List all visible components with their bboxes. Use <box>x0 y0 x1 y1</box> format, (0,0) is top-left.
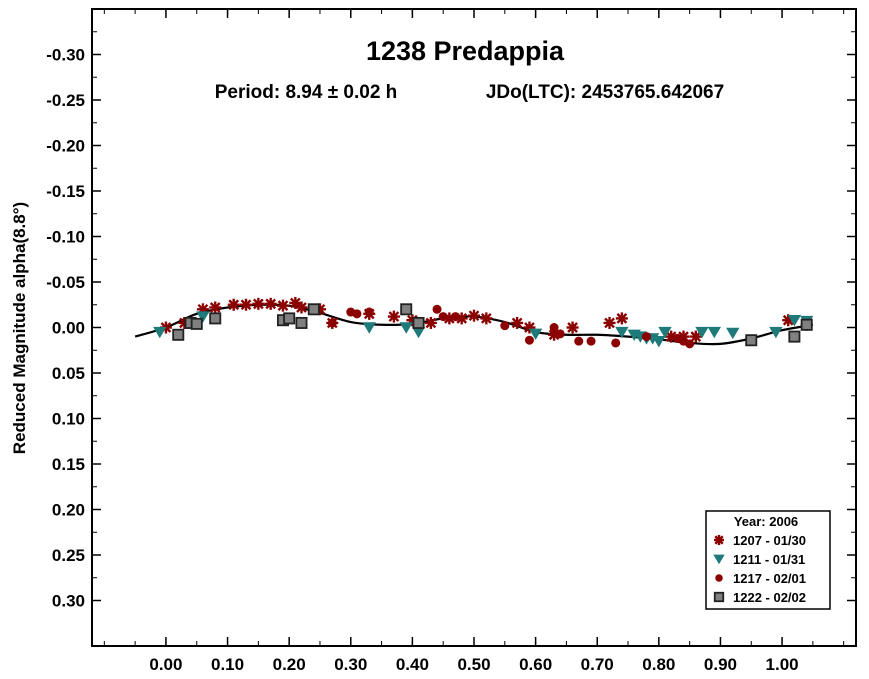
legend-marker-asterisk <box>714 535 724 545</box>
legend-entry-label: 1222 - 02/02 <box>733 590 806 605</box>
data-point-asterisk <box>615 312 628 325</box>
legend-marker-triangle <box>713 554 725 565</box>
legend-entry-label: 1211 - 01/31 <box>733 552 805 567</box>
data-point-triangle <box>196 311 210 323</box>
legend-entry-label: 1207 - 01/30 <box>733 533 806 548</box>
data-point-asterisk <box>295 301 308 314</box>
data-point-circle <box>352 309 362 319</box>
data-point-square <box>745 334 758 347</box>
y-tick-label: 0.25 <box>52 546 85 565</box>
data-point-square <box>412 316 425 329</box>
legend-title: Year: 2006 <box>734 514 798 529</box>
x-tick-label: 0.30 <box>334 655 367 674</box>
data-point-triangle <box>769 326 783 339</box>
data-point-square <box>788 330 801 343</box>
y-tick-label: -0.10 <box>46 228 85 247</box>
data-point-triangle <box>652 335 666 348</box>
data-point-asterisk <box>227 298 240 311</box>
y-tick-label: -0.30 <box>46 46 85 65</box>
y-tick-label: -0.05 <box>46 273 85 292</box>
x-tick-label: 0.40 <box>396 655 429 674</box>
data-point-square <box>172 328 185 341</box>
y-tick-label: -0.25 <box>46 91 85 110</box>
legend-items: 1207 - 01/30 1211 - 01/31 1217 - 02/01 1222… <box>713 533 806 605</box>
data-point-circle <box>586 336 596 346</box>
data-point-triangle <box>695 326 709 339</box>
legend-box <box>705 510 831 610</box>
data-point-square <box>209 312 222 325</box>
x-tick-label: 1.00 <box>766 655 799 674</box>
data-point-triangle <box>787 315 802 327</box>
y-tick-label: 0.15 <box>52 455 85 474</box>
data-point-circle <box>451 312 461 322</box>
data-point-asterisk <box>240 298 253 311</box>
y-tick-label: -0.15 <box>46 182 85 201</box>
data-point-square <box>800 318 813 331</box>
data-point-circle <box>364 307 374 317</box>
data-point-asterisk <box>511 316 524 329</box>
x-tick-label: 0.20 <box>273 655 306 674</box>
data-point-asterisk <box>387 310 400 323</box>
data-point-circle <box>432 304 442 314</box>
data-point-circle <box>438 312 448 322</box>
x-tick-label: 0.00 <box>149 655 182 674</box>
data-point-triangle <box>362 322 376 334</box>
legend-entry-label: 1217 - 02/01 <box>733 571 806 586</box>
data-point-asterisk <box>468 309 480 322</box>
data-point-circle <box>524 335 534 345</box>
data-point-square <box>283 312 296 325</box>
data-point-triangle <box>726 327 740 340</box>
data-point-square <box>190 317 203 330</box>
x-tick-label: 0.50 <box>457 655 490 674</box>
data-point-asterisk <box>566 321 579 334</box>
data-point-square <box>295 316 308 329</box>
chart-title: 1238 Predappia <box>366 36 565 66</box>
y-tick-label: 0.10 <box>52 410 85 429</box>
data-point-asterisk <box>480 312 493 325</box>
data-point-circle <box>555 329 565 339</box>
period-subtitle: Period: 8.94 ± 0.02 h <box>215 82 398 103</box>
legend: Year: 2006 1207 - 01/30 1211 - 01/31 1217 … <box>705 510 831 610</box>
data-point-circle <box>611 338 621 348</box>
y-axis-ticks: -0.30 -0.25 -0.20 -0.15 -0.10 -0.05 0.00 0.05 0.… <box>46 31 856 611</box>
data-point-asterisk <box>252 297 265 310</box>
x-tick-label: 0.60 <box>519 655 552 674</box>
x-tick-label: 0.80 <box>642 655 675 674</box>
data-points <box>153 296 814 349</box>
data-point-triangle <box>399 322 413 334</box>
x-tick-label: 0.70 <box>581 655 614 674</box>
y-tick-label: 0.30 <box>52 592 85 611</box>
data-point-square <box>400 303 413 316</box>
data-point-circle <box>642 332 652 342</box>
data-point-triangle <box>615 326 629 339</box>
legend-marker-circle <box>715 574 723 582</box>
data-point-triangle <box>707 326 721 339</box>
data-point-triangle <box>153 326 167 339</box>
data-point-asterisk <box>264 297 277 310</box>
data-point-circle <box>574 336 584 346</box>
legend-marker-square <box>713 591 725 603</box>
y-tick-label: 0.20 <box>52 501 85 520</box>
data-point-square <box>307 303 320 316</box>
data-point-triangle <box>658 326 672 339</box>
x-tick-label: 0.10 <box>211 655 244 674</box>
data-point-circle <box>327 318 337 328</box>
y-tick-label: 0.00 <box>52 319 85 338</box>
epoch-subtitle: JDo(LTC): 2453765.642067 <box>486 82 724 103</box>
x-axis-ticks: 0.00 0.10 0.20 0.30 0.40 0.50 0.60 0.70 0.80 0.90… <box>103 9 845 674</box>
data-point-asterisk <box>689 330 702 343</box>
y-axis-label: Reduced Magnitude alpha(8.8°) <box>10 202 29 454</box>
y-tick-label: -0.20 <box>46 137 85 156</box>
y-tick-label: 0.05 <box>52 364 85 383</box>
data-point-circle <box>500 321 510 331</box>
data-point-asterisk <box>209 301 222 314</box>
data-point-circle <box>685 339 695 349</box>
x-tick-label: 0.90 <box>704 655 737 674</box>
data-point-asterisk <box>603 316 616 329</box>
data-point-asterisk <box>277 299 289 312</box>
data-point-circle <box>549 323 559 332</box>
data-point-asterisk <box>424 316 437 329</box>
data-point-triangle <box>528 328 543 341</box>
